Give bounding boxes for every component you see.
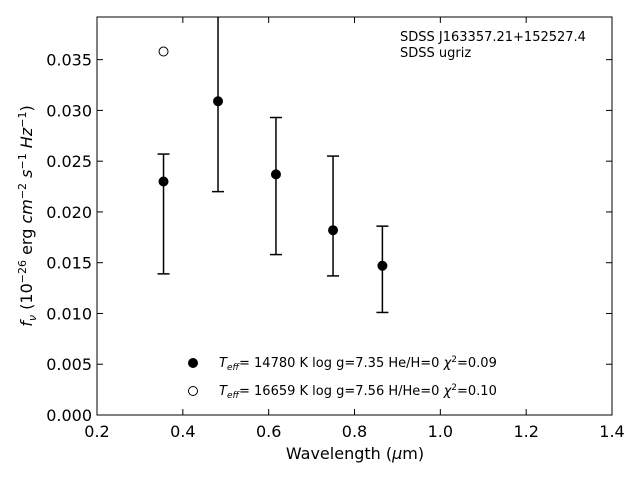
x-tick-label: 0.8 [342, 422, 367, 441]
data-point-filled [158, 176, 169, 187]
y-tick-label: 0.005 [46, 355, 92, 374]
error-bars [157, 17, 389, 314]
object-annotation: SDSS J163357.21+152527.4 [400, 30, 586, 45]
legend-entry-2: Teff= 16659 K log g=7.56 H/He=0 χ2=0.10 [219, 383, 497, 401]
data-points [158, 46, 388, 271]
legend-entry-1: Teff= 14780 K log g=7.35 He/H=0 χ2=0.09 [219, 355, 497, 373]
x-tick-label: 1.4 [599, 422, 624, 441]
legend-marker-filled [188, 358, 198, 368]
data-point-filled [328, 225, 339, 236]
y-tick-label: 0.025 [46, 152, 92, 171]
data-point-open [158, 46, 169, 57]
x-axis-title-unit: μ [391, 444, 402, 463]
y-tick-label: 0.010 [46, 304, 92, 323]
x-tick-label: 1.2 [513, 422, 538, 441]
x-tick-label: 0.4 [170, 422, 195, 441]
x-axis-title: Wavelength (μm) [286, 444, 424, 463]
data-point-filled [213, 96, 224, 107]
y-tick-label: 0.015 [46, 254, 92, 273]
axis-ticks: 0.2 0.4 0.6 0.8 1.0 1.2 1.4 0.000 0.005 0.010 0.01… [46, 17, 625, 441]
x-axis-title-unit-rest: m) [402, 444, 424, 463]
legend: Teff= 14780 K log g=7.35 He/H=0 χ2=0.09 … [188, 355, 497, 401]
data-point-filled [270, 169, 281, 180]
x-tick-label: 0.6 [256, 422, 281, 441]
data-point-filled [377, 260, 388, 271]
y-tick-label: 0.000 [46, 406, 92, 425]
x-tick-label: 1.0 [428, 422, 453, 441]
y-axis-title: fν (10−26 erg cm−2 s−1 Hz−1) [16, 105, 39, 326]
x-tick-label: 0.2 [84, 422, 109, 441]
y-tick-label: 0.020 [46, 203, 92, 222]
plot-frame [96, 16, 613, 416]
legend-marker-open [188, 386, 198, 396]
x-axis-title-text: Wavelength ( [286, 444, 392, 463]
y-tick-label: 0.030 [46, 101, 92, 120]
y-tick-label: 0.035 [46, 51, 92, 70]
filter-annotation: SDSS ugriz [400, 46, 471, 61]
